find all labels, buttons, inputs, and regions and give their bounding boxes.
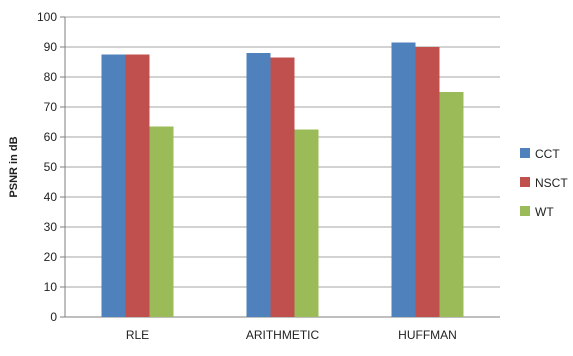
bar-cct-arithmetic xyxy=(246,53,271,317)
legend-label-cct: CCT xyxy=(535,147,560,161)
bar-nsct-rle xyxy=(125,54,150,317)
y-tick-label: 50 xyxy=(44,160,58,174)
y-tick-label: 90 xyxy=(44,40,58,54)
legend: CCT NSCT WT xyxy=(520,147,568,219)
bar-wt-rle xyxy=(149,126,174,317)
y-tick-label: 30 xyxy=(44,220,58,234)
bars xyxy=(101,42,464,317)
bar-wt-huffman xyxy=(439,92,464,317)
legend-swatch-wt xyxy=(520,206,530,216)
x-tick-label: RLE xyxy=(126,328,149,342)
y-tick-label: 0 xyxy=(50,310,57,324)
x-axis-labels: RLE ARITHMETIC HUFFMAN xyxy=(126,328,457,342)
bar-cct-huffman xyxy=(391,42,416,317)
y-tick-label: 20 xyxy=(44,250,58,264)
y-tick-label: 60 xyxy=(44,130,58,144)
bar-nsct-huffman xyxy=(415,47,440,317)
bar-cct-rle xyxy=(101,54,126,317)
y-tick-label: 70 xyxy=(44,100,58,114)
y-tick-label: 80 xyxy=(44,70,58,84)
x-tick-label: HUFFMAN xyxy=(398,328,457,342)
y-tick-label: 40 xyxy=(44,190,58,204)
bar-nsct-arithmetic xyxy=(270,57,295,317)
legend-label-nsct: NSCT xyxy=(535,176,568,190)
y-tick-label: 10 xyxy=(44,280,58,294)
x-tick-label: ARITHMETIC xyxy=(246,328,320,342)
y-tick-label: 100 xyxy=(37,10,57,24)
legend-swatch-cct xyxy=(520,148,530,158)
legend-swatch-nsct xyxy=(520,177,530,187)
y-axis-title: PSNR in dB xyxy=(8,136,20,197)
legend-label-wt: WT xyxy=(535,205,554,219)
y-axis-ticks: 0 10 20 30 40 50 60 70 80 90 100 xyxy=(37,10,57,324)
bar-wt-arithmetic xyxy=(294,129,319,317)
